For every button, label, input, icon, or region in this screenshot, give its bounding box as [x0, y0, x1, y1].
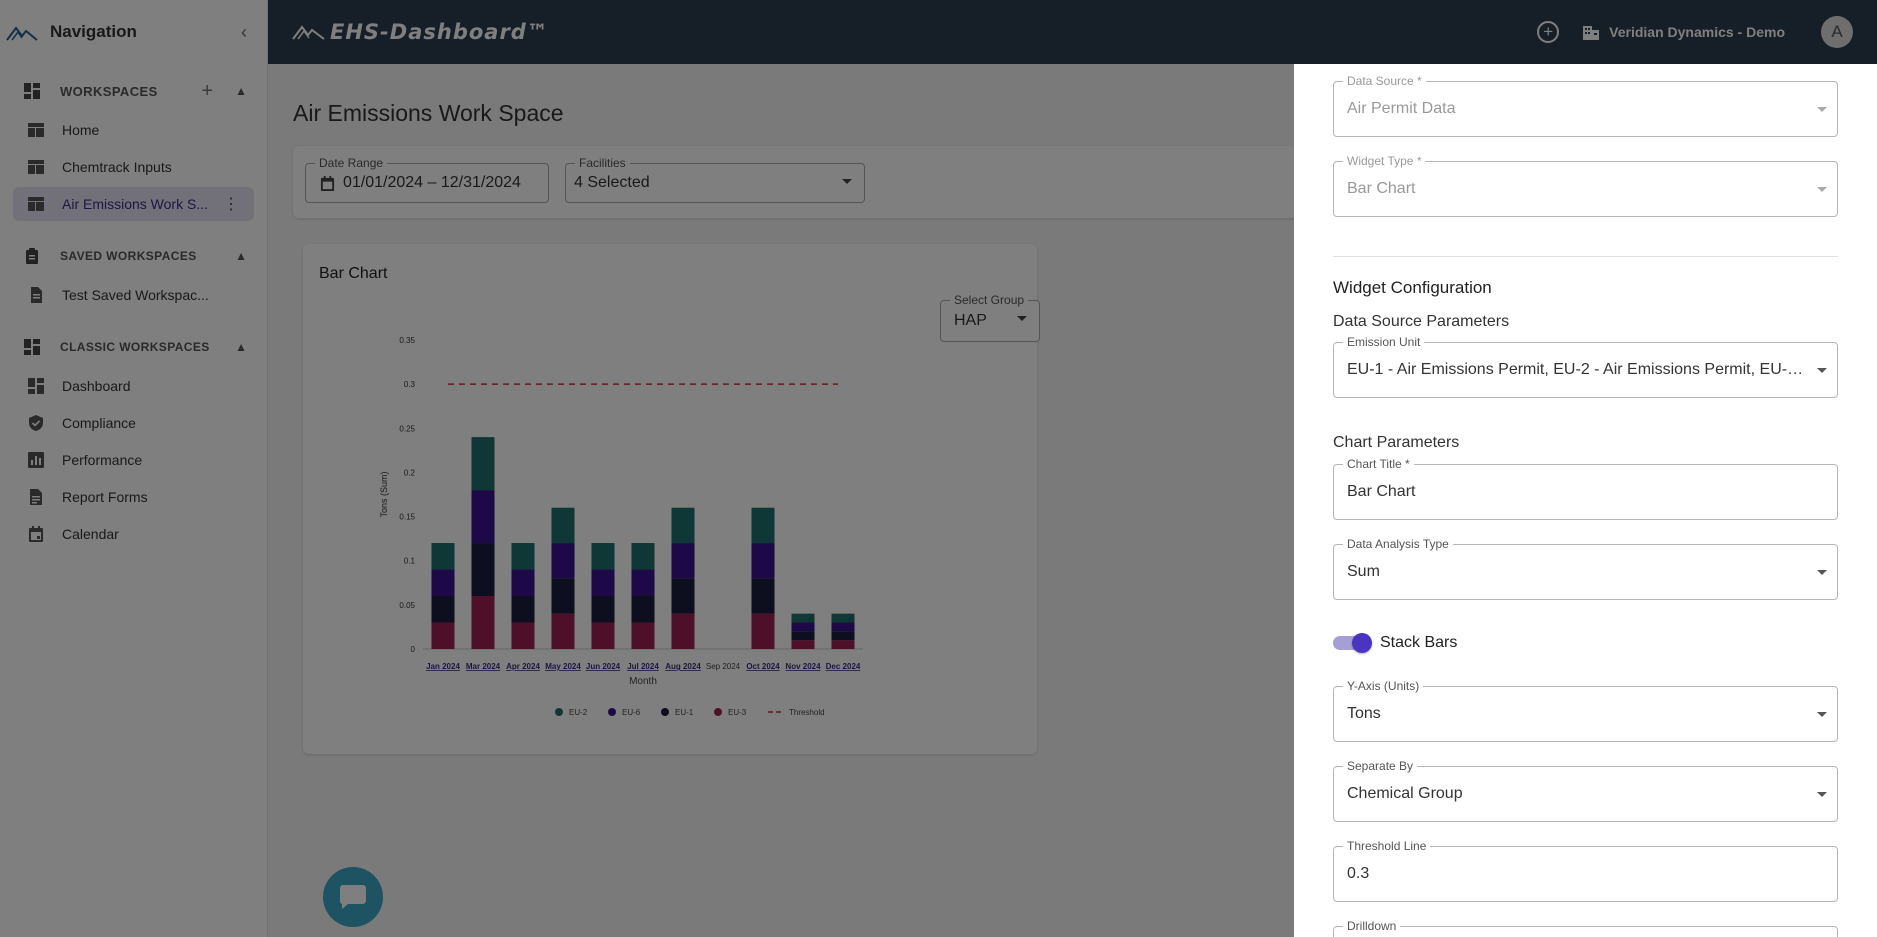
data-source-select[interactable]: Data Source * Air Permit Data	[1333, 74, 1838, 137]
drilldown-label: Drilldown	[1343, 919, 1401, 933]
chevron-down-icon	[1817, 368, 1827, 373]
drilldown-select[interactable]: Drilldown	[1333, 919, 1838, 937]
chart-title-value: Bar Chart	[1347, 483, 1416, 500]
data-source-label: Data Source *	[1343, 74, 1426, 88]
chevron-down-icon	[1817, 570, 1827, 575]
y-axis-units-select[interactable]: Y-Axis (Units) Tons	[1333, 679, 1838, 742]
threshold-line-label: Threshold Line	[1343, 839, 1431, 853]
threshold-line-value: 0.3	[1347, 865, 1370, 882]
widget-type-label: Widget Type *	[1343, 154, 1426, 168]
widget-config-drawer: Data Source * Air Permit Data Widget Typ…	[1294, 64, 1877, 937]
stack-bars-toggle[interactable]	[1333, 633, 1372, 653]
widget-configuration-heading: Widget Configuration	[1333, 278, 1492, 297]
emission-unit-select[interactable]: Emission Unit EU-1 - Air Emissions Permi…	[1333, 335, 1838, 398]
separate-by-value: Chemical Group	[1347, 785, 1463, 802]
separate-by-select[interactable]: Separate By Chemical Group	[1333, 759, 1838, 822]
stack-bars-label: Stack Bars	[1380, 634, 1458, 651]
chevron-down-icon	[1817, 792, 1827, 797]
toggle-knob	[1352, 633, 1372, 653]
divider	[1333, 256, 1838, 257]
chevron-down-icon	[1817, 187, 1827, 192]
data-analysis-type-select[interactable]: Data Analysis Type Sum	[1333, 537, 1838, 600]
data-analysis-type-label: Data Analysis Type	[1343, 537, 1453, 551]
widget-type-select[interactable]: Widget Type * Bar Chart	[1333, 154, 1838, 217]
chevron-down-icon	[1817, 107, 1827, 112]
widget-type-value: Bar Chart	[1347, 180, 1416, 197]
emission-unit-label: Emission Unit	[1343, 335, 1425, 349]
data-source-parameters-heading: Data Source Parameters	[1333, 313, 1510, 330]
data-analysis-type-value: Sum	[1347, 563, 1380, 580]
y-axis-units-label: Y-Axis (Units)	[1343, 679, 1424, 693]
chevron-down-icon	[1817, 712, 1827, 717]
chart-title-label: Chart Title *	[1343, 457, 1414, 471]
emission-unit-value: EU-1 - Air Emissions Permit, EU-2 - Air …	[1347, 361, 1807, 378]
threshold-line-input[interactable]: Threshold Line 0.3	[1333, 839, 1838, 902]
chart-parameters-heading: Chart Parameters	[1333, 434, 1460, 451]
data-source-value: Air Permit Data	[1347, 100, 1456, 117]
y-axis-units-value: Tons	[1347, 705, 1381, 722]
separate-by-label: Separate By	[1343, 759, 1418, 773]
chart-title-input[interactable]: Chart Title * Bar Chart	[1333, 457, 1838, 520]
